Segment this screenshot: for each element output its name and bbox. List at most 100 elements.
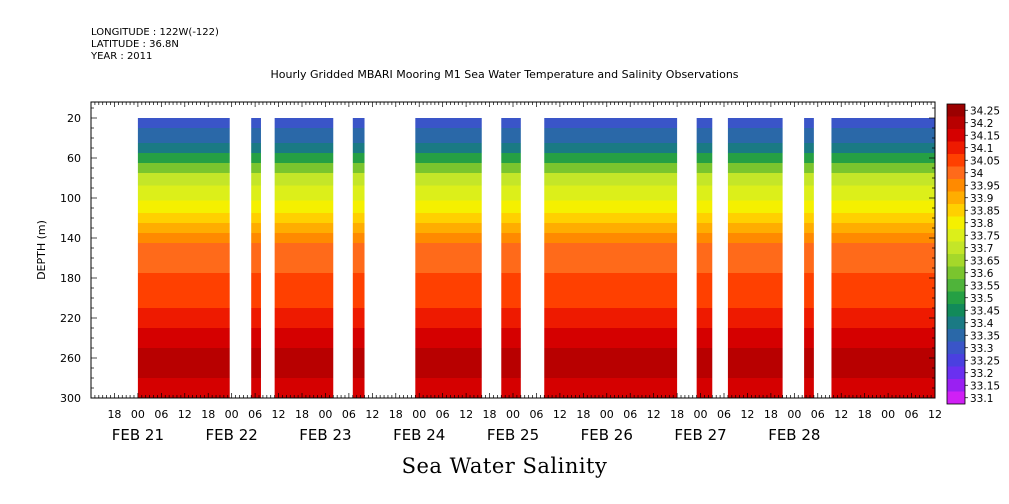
legend-label: 33.15 bbox=[970, 380, 1000, 392]
salinity-band bbox=[727, 308, 783, 328]
legend-swatch bbox=[947, 254, 965, 267]
legend-label: 33.3 bbox=[970, 343, 993, 355]
legend-swatch bbox=[947, 304, 965, 317]
salinity-band bbox=[415, 348, 482, 378]
x-tick-label: 18 bbox=[858, 408, 872, 421]
legend-label: 33.55 bbox=[970, 280, 1000, 292]
salinity-band bbox=[415, 118, 482, 128]
y-tick-label: 220 bbox=[60, 312, 81, 325]
y-tick-label: 20 bbox=[67, 112, 81, 125]
salinity-band bbox=[352, 118, 365, 128]
salinity-band bbox=[415, 200, 482, 213]
salinity-band bbox=[696, 233, 713, 243]
salinity-band bbox=[352, 308, 365, 328]
salinity-band bbox=[501, 153, 521, 163]
salinity-band bbox=[544, 163, 678, 173]
salinity-band bbox=[251, 328, 261, 348]
salinity-band bbox=[696, 128, 713, 143]
x-day-label: FEB 22 bbox=[206, 426, 258, 444]
x-tick-label: 00 bbox=[694, 408, 708, 421]
salinity-band bbox=[251, 118, 261, 128]
plot-area bbox=[137, 118, 935, 398]
y-tick-label: 260 bbox=[60, 352, 81, 365]
salinity-band bbox=[137, 128, 230, 143]
x-day-label: FEB 23 bbox=[299, 426, 351, 444]
legend-label: 33.95 bbox=[970, 180, 1000, 192]
salinity-band bbox=[137, 213, 230, 223]
salinity-band bbox=[352, 243, 365, 273]
salinity-band bbox=[804, 200, 814, 213]
x-tick-label: 18 bbox=[764, 408, 778, 421]
x-tick-label: 06 bbox=[905, 408, 919, 421]
x-tick-label: 12 bbox=[459, 408, 473, 421]
legend-swatch bbox=[947, 216, 965, 229]
salinity-band bbox=[804, 213, 814, 223]
data-segment bbox=[352, 118, 365, 398]
salinity-band bbox=[804, 243, 814, 273]
salinity-band bbox=[804, 163, 814, 173]
salinity-band bbox=[501, 273, 521, 308]
salinity-band bbox=[137, 185, 230, 201]
x-tick-label: 18 bbox=[670, 408, 684, 421]
salinity-band bbox=[544, 348, 678, 378]
legend-swatch bbox=[947, 179, 965, 192]
x-tick-label: 00 bbox=[787, 408, 801, 421]
x-tick-label: 00 bbox=[412, 408, 426, 421]
data-segment bbox=[831, 118, 935, 398]
x-day-label: FEB 27 bbox=[674, 426, 726, 444]
salinity-band bbox=[274, 233, 334, 243]
salinity-band bbox=[415, 163, 482, 173]
salinity-band bbox=[696, 153, 713, 163]
salinity-band bbox=[727, 223, 783, 233]
salinity-band bbox=[804, 118, 814, 128]
salinity-band bbox=[251, 143, 261, 153]
salinity-band bbox=[137, 243, 230, 273]
x-tick-label: 18 bbox=[389, 408, 403, 421]
salinity-band bbox=[137, 308, 230, 328]
salinity-band bbox=[274, 223, 334, 233]
data-segment bbox=[137, 118, 230, 398]
legend-swatch bbox=[947, 129, 965, 142]
salinity-band bbox=[727, 378, 783, 398]
salinity-band bbox=[804, 233, 814, 243]
x-tick-label: 18 bbox=[201, 408, 215, 421]
salinity-band bbox=[137, 173, 230, 186]
salinity-band bbox=[352, 348, 365, 378]
salinity-band bbox=[352, 173, 365, 186]
latitude-label: LATITUDE : 36.8N bbox=[91, 39, 179, 50]
salinity-band bbox=[251, 378, 261, 398]
legend-swatch bbox=[947, 104, 965, 117]
salinity-band bbox=[352, 378, 365, 398]
salinity-band bbox=[831, 233, 935, 243]
y-tick-label: 300 bbox=[60, 392, 81, 405]
salinity-band bbox=[804, 185, 814, 201]
x-tick-label: 18 bbox=[295, 408, 309, 421]
salinity-band bbox=[501, 378, 521, 398]
salinity-band bbox=[544, 233, 678, 243]
salinity-band bbox=[804, 173, 814, 186]
salinity-band bbox=[544, 223, 678, 233]
x-tick-label: 12 bbox=[928, 408, 942, 421]
x-tick-label: 00 bbox=[600, 408, 614, 421]
legend-label: 33.45 bbox=[970, 305, 1000, 317]
salinity-band bbox=[137, 233, 230, 243]
salinity-band bbox=[251, 185, 261, 201]
salinity-band bbox=[137, 163, 230, 173]
salinity-band bbox=[831, 213, 935, 223]
salinity-band bbox=[501, 348, 521, 378]
salinity-band bbox=[137, 200, 230, 213]
color-legend: 34.2534.234.1534.134.053433.9533.933.853… bbox=[946, 103, 1000, 405]
salinity-band bbox=[274, 348, 334, 378]
salinity-band bbox=[501, 328, 521, 348]
x-tick-label: 06 bbox=[623, 408, 637, 421]
salinity-band bbox=[352, 128, 365, 143]
legend-swatch bbox=[947, 279, 965, 292]
salinity-band bbox=[831, 348, 935, 378]
salinity-band bbox=[352, 185, 365, 201]
salinity-band bbox=[137, 328, 230, 348]
legend-label: 33.1 bbox=[970, 393, 993, 405]
salinity-band bbox=[352, 163, 365, 173]
salinity-band bbox=[544, 143, 678, 153]
salinity-band bbox=[696, 173, 713, 186]
